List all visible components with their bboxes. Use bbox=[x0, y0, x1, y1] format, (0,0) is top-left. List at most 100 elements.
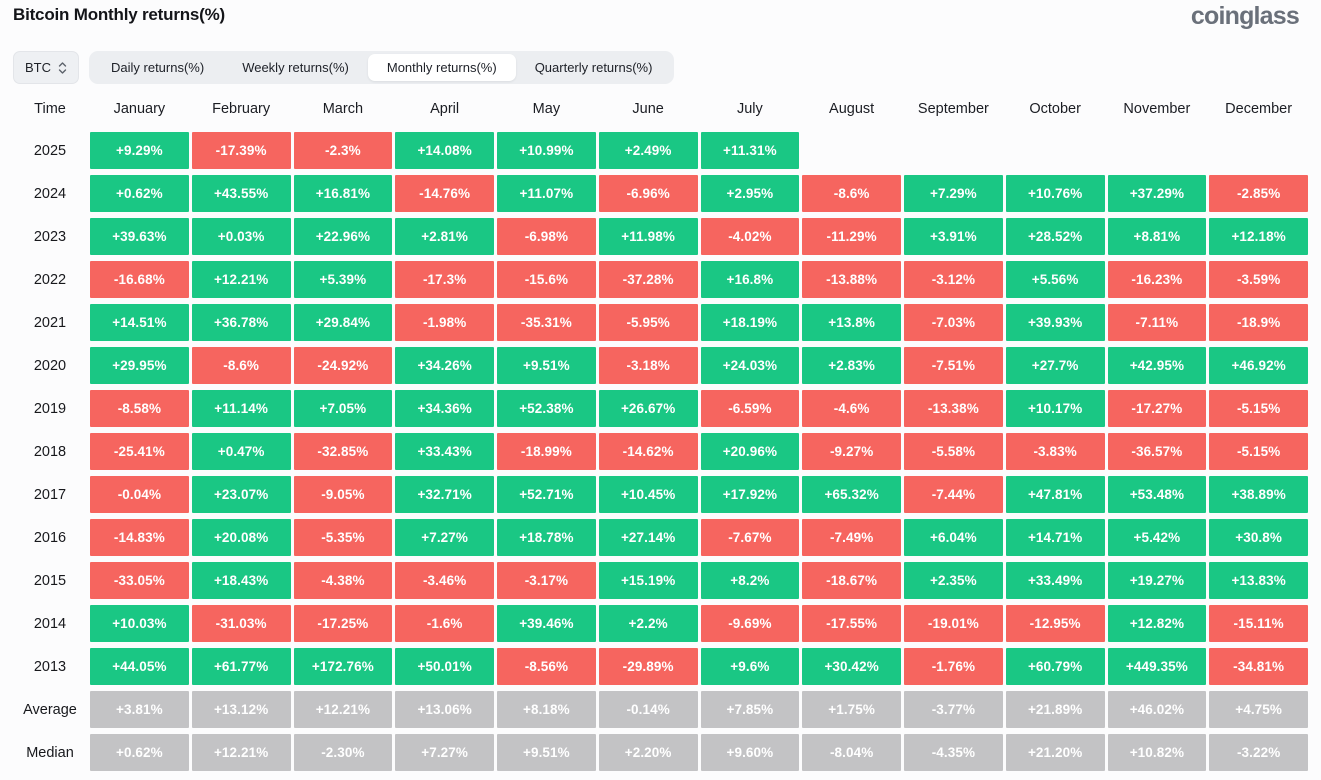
column-header-september: September bbox=[917, 101, 989, 117]
return-cell: +42.95% bbox=[1107, 347, 1207, 384]
return-cell: +39.46% bbox=[497, 605, 596, 642]
return-cell: -8.58% bbox=[90, 390, 189, 427]
return-cell: -35.31% bbox=[497, 304, 596, 341]
return-cell: +14.08% bbox=[395, 132, 494, 169]
return-cell: -3.18% bbox=[598, 347, 698, 384]
coinglass-logo: coinglass bbox=[1190, 2, 1300, 30]
return-cell: +13.8% bbox=[802, 304, 901, 341]
row-label-2023: 2023 bbox=[33, 228, 67, 245]
return-cell: -14.76% bbox=[395, 175, 494, 212]
return-cell: +0.03% bbox=[191, 218, 291, 255]
tab-daily[interactable]: Daily returns(%) bbox=[111, 60, 205, 75]
return-cell: -18.9% bbox=[1209, 304, 1308, 341]
return-cell: +2.20% bbox=[598, 734, 698, 771]
return-cell: +18.43% bbox=[191, 562, 291, 599]
return-cell: +8.81% bbox=[1107, 218, 1207, 255]
tab-weekly[interactable]: Weekly returns(%) bbox=[242, 60, 349, 75]
return-cell: +24.03% bbox=[700, 347, 800, 384]
column-header-december: December bbox=[1225, 101, 1293, 117]
return-cell: -2.30% bbox=[293, 734, 393, 771]
row-label-average: Average bbox=[23, 701, 77, 718]
return-cell: -17.27% bbox=[1107, 390, 1207, 427]
return-cell: -19.01% bbox=[904, 605, 1003, 642]
return-cell: +449.35% bbox=[1107, 648, 1207, 685]
return-cell: +47.81% bbox=[1005, 476, 1105, 513]
return-cell: +43.55% bbox=[191, 175, 291, 212]
return-cell: +21.20% bbox=[1005, 734, 1105, 771]
return-cell: +11.31% bbox=[700, 132, 800, 169]
return-cell: -6.59% bbox=[700, 390, 800, 427]
return-cell: +18.19% bbox=[700, 304, 800, 341]
return-cell: +19.27% bbox=[1107, 562, 1207, 599]
return-cell: +17.92% bbox=[700, 476, 800, 513]
return-cell: -3.17% bbox=[497, 562, 596, 599]
return-cell: +9.51% bbox=[497, 347, 596, 384]
column-header-july: July bbox=[736, 101, 763, 117]
return-cell: +46.02% bbox=[1107, 691, 1207, 728]
row-label-2021: 2021 bbox=[33, 314, 67, 331]
return-cell: -0.04% bbox=[90, 476, 189, 513]
page-title: Bitcoin Monthly returns(%) bbox=[13, 5, 226, 24]
return-cell: -7.44% bbox=[904, 476, 1003, 513]
return-cell: -15.6% bbox=[497, 261, 596, 298]
return-cell: +2.95% bbox=[700, 175, 800, 212]
return-cell: +10.03% bbox=[90, 605, 189, 642]
return-cell: +20.96% bbox=[700, 433, 800, 470]
return-cell: +7.85% bbox=[700, 691, 800, 728]
return-cell: +30.42% bbox=[802, 648, 901, 685]
return-cell: +29.84% bbox=[293, 304, 393, 341]
return-cell: +9.60% bbox=[700, 734, 800, 771]
return-cell: +10.45% bbox=[598, 476, 698, 513]
return-cell: +34.36% bbox=[395, 390, 494, 427]
return-cell: +11.14% bbox=[191, 390, 291, 427]
return-cell: -9.69% bbox=[700, 605, 800, 642]
return-cell: -2.85% bbox=[1209, 175, 1308, 212]
tab-monthly[interactable]: Monthly returns(%) bbox=[367, 54, 516, 81]
column-header-october: October bbox=[1029, 101, 1081, 117]
column-header-april: April bbox=[430, 101, 460, 117]
return-cell: +11.98% bbox=[598, 218, 698, 255]
return-cell: -25.41% bbox=[90, 433, 189, 470]
return-cell bbox=[1108, 132, 1207, 169]
return-cell: +10.82% bbox=[1107, 734, 1207, 771]
return-cell: -8.6% bbox=[191, 347, 291, 384]
return-cell: -7.51% bbox=[904, 347, 1003, 384]
return-cell: -3.59% bbox=[1209, 261, 1308, 298]
return-cell: +20.08% bbox=[191, 519, 291, 556]
return-cell bbox=[1209, 132, 1308, 169]
return-cell: -0.14% bbox=[598, 691, 698, 728]
symbol-select-value: BTC bbox=[25, 60, 51, 75]
return-cell: -29.89% bbox=[598, 648, 698, 685]
return-cell: -24.92% bbox=[293, 347, 393, 384]
return-cell: -8.04% bbox=[802, 734, 901, 771]
return-cell: +44.05% bbox=[90, 648, 189, 685]
return-cell: -14.83% bbox=[90, 519, 189, 556]
return-cell: -8.56% bbox=[497, 648, 596, 685]
return-cell: +39.63% bbox=[90, 218, 189, 255]
column-header-march: March bbox=[322, 101, 364, 117]
return-cell: -13.88% bbox=[802, 261, 901, 298]
symbol-select[interactable]: BTC bbox=[13, 51, 79, 84]
return-cell: +12.18% bbox=[1209, 218, 1308, 255]
return-cell: -16.68% bbox=[90, 261, 189, 298]
return-cell: -3.77% bbox=[904, 691, 1003, 728]
return-cell: +27.7% bbox=[1005, 347, 1105, 384]
return-cell: -17.39% bbox=[191, 132, 291, 169]
return-cell: +9.6% bbox=[700, 648, 800, 685]
return-cell: +3.91% bbox=[904, 218, 1003, 255]
return-cell: +50.01% bbox=[395, 648, 494, 685]
return-cell: -4.35% bbox=[904, 734, 1003, 771]
return-cell: +4.75% bbox=[1209, 691, 1308, 728]
return-cell: -7.11% bbox=[1107, 304, 1207, 341]
tab-quarterly[interactable]: Quarterly returns(%) bbox=[534, 60, 653, 75]
return-cell: -1.76% bbox=[904, 648, 1003, 685]
return-cell: +29.95% bbox=[90, 347, 189, 384]
updown-chevron-icon bbox=[58, 61, 67, 75]
return-cell: -17.3% bbox=[395, 261, 494, 298]
return-cell: +53.48% bbox=[1107, 476, 1207, 513]
return-cell: +52.71% bbox=[497, 476, 596, 513]
return-cell: +13.06% bbox=[395, 691, 494, 728]
row-label-2013: 2013 bbox=[33, 658, 67, 675]
return-cell: +172.76% bbox=[293, 648, 393, 685]
return-cell: +2.2% bbox=[598, 605, 698, 642]
